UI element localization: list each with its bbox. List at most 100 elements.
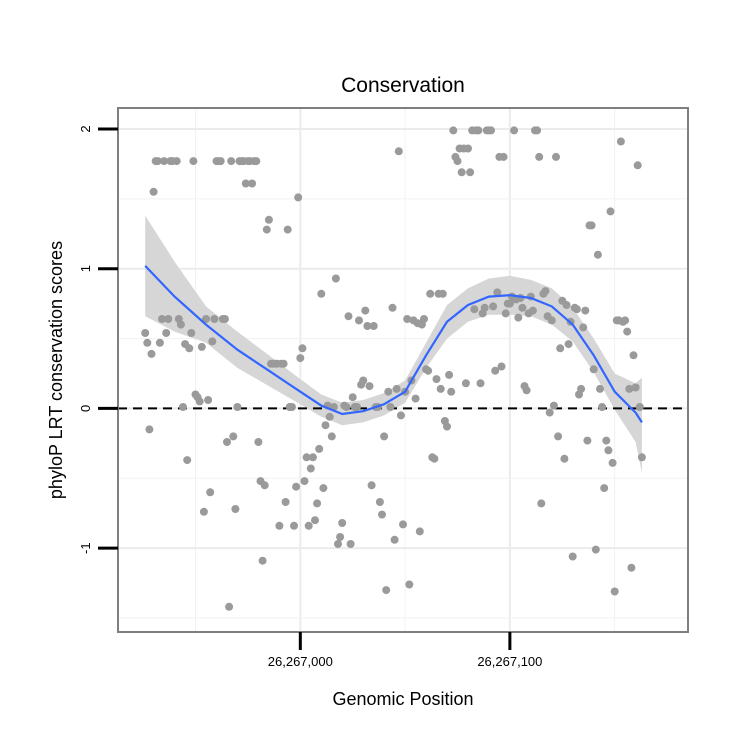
data-point (518, 303, 527, 312)
data-point (189, 157, 198, 166)
data-point (185, 344, 194, 353)
data-point (355, 316, 363, 325)
data-point (596, 384, 604, 393)
data-point (461, 379, 470, 388)
data-point (348, 393, 357, 402)
data-point (625, 384, 634, 393)
data-point (313, 499, 322, 508)
data-point (403, 315, 412, 323)
data-point (591, 545, 600, 554)
data-point (396, 411, 405, 420)
data-point (390, 535, 399, 544)
data-points (141, 126, 646, 611)
data-point (304, 521, 313, 530)
data-point (359, 376, 368, 385)
data-point (533, 126, 542, 135)
data-point (336, 533, 345, 541)
data-point (562, 301, 571, 309)
data-point (327, 432, 336, 441)
data-point (331, 274, 340, 283)
data-point (501, 309, 510, 318)
data-point (399, 520, 407, 529)
data-point (443, 422, 451, 431)
y-axis: -1 0 1 2 (78, 125, 118, 554)
data-point (522, 386, 531, 395)
data-point (432, 375, 441, 384)
data-point (220, 315, 229, 323)
y-tick-label: 0 (78, 405, 93, 412)
data-point (216, 157, 225, 166)
data-point (241, 179, 250, 188)
data-point (505, 299, 514, 308)
data-point (556, 344, 565, 353)
data-point (457, 168, 466, 177)
data-point (568, 552, 577, 561)
data-point (579, 323, 588, 332)
data-point (260, 481, 269, 490)
data-point (380, 432, 389, 441)
data-point (290, 521, 298, 530)
data-point (616, 137, 625, 146)
data-point (164, 315, 173, 323)
data-point (160, 157, 169, 166)
data-point (436, 384, 445, 393)
data-point (231, 505, 240, 513)
data-point (497, 362, 506, 371)
data-point (155, 338, 164, 347)
data-point (598, 403, 607, 411)
data-point (424, 366, 433, 375)
data-point (338, 519, 347, 527)
data-point (474, 126, 483, 135)
data-point (623, 327, 632, 336)
data-point (382, 586, 391, 595)
data-point (311, 516, 319, 525)
data-point (552, 152, 560, 161)
data-point (528, 306, 537, 315)
data-point (369, 322, 378, 330)
data-point (229, 432, 238, 441)
data-point (147, 349, 156, 358)
data-point (176, 320, 185, 329)
data-point (248, 179, 257, 188)
x-tick-label: 26,267,100 (477, 654, 542, 669)
data-point (233, 403, 242, 411)
data-point (298, 344, 307, 353)
data-point (384, 387, 393, 396)
data-point (541, 287, 550, 296)
data-point (420, 315, 428, 323)
data-point (334, 540, 342, 548)
data-point (361, 306, 370, 315)
data-point (633, 161, 642, 170)
data-point (426, 289, 435, 298)
data-point (388, 303, 397, 312)
data-point (545, 408, 554, 417)
data-point (294, 193, 303, 202)
data-point (162, 329, 171, 337)
data-point (593, 250, 602, 259)
data-point (535, 152, 544, 161)
data-point (476, 379, 485, 388)
data-point (264, 215, 273, 224)
data-point (464, 144, 472, 153)
data-point (600, 484, 609, 493)
data-point (254, 438, 263, 446)
data-point (589, 365, 598, 374)
y-tick-label: 2 (78, 125, 93, 132)
data-point (549, 401, 558, 410)
data-point (487, 126, 495, 135)
data-point (199, 507, 208, 516)
data-point (141, 329, 150, 337)
data-point (204, 396, 213, 404)
data-point (179, 403, 187, 411)
data-point (283, 225, 292, 234)
data-point (453, 157, 462, 166)
data-point (375, 498, 384, 506)
data-point (206, 488, 215, 497)
data-point (208, 337, 217, 346)
data-point (449, 126, 458, 135)
data-point (635, 403, 644, 411)
data-point (317, 289, 326, 298)
data-point (493, 288, 502, 297)
data-point (554, 432, 563, 441)
